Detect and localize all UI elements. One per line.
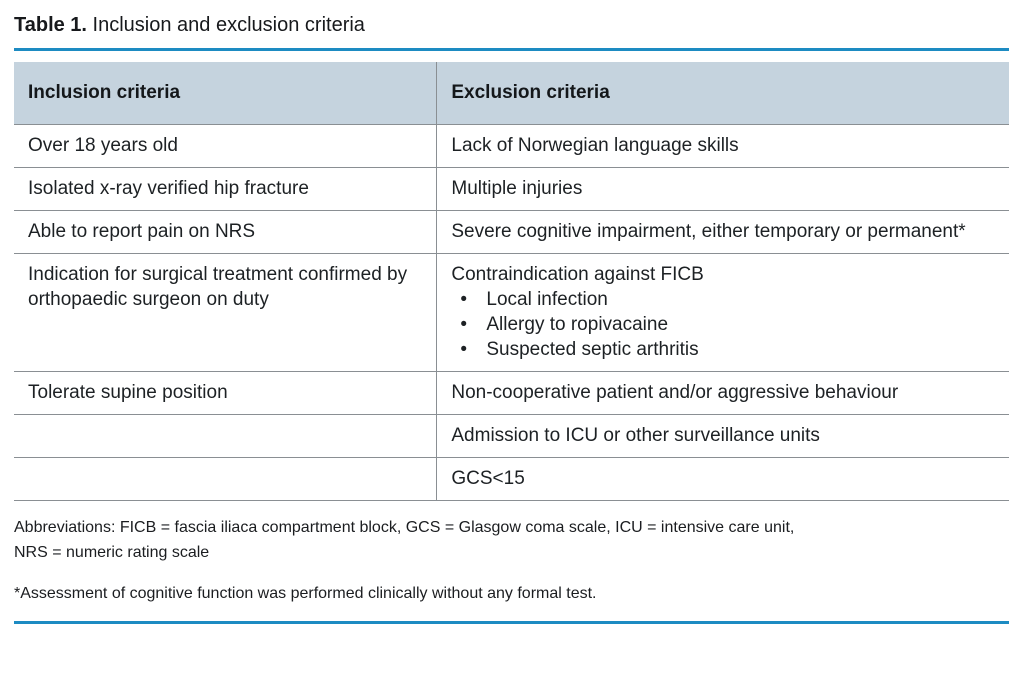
inclusion-cell-empty <box>14 457 437 501</box>
inclusion-cell: Tolerate supine position <box>14 371 437 415</box>
table-row: Able to report pain on NRS Severe cognit… <box>14 210 1009 254</box>
exclusion-cell: Lack of Norwegian language skills <box>436 124 1009 168</box>
table-row: Tolerate supine position Non-cooperative… <box>14 371 1009 415</box>
header-inclusion-criteria: Inclusion criteria <box>14 62 437 125</box>
header-exclusion-criteria: Exclusion criteria <box>436 62 1009 125</box>
exclusion-cell: Non-cooperative patient and/or aggressiv… <box>436 371 1009 415</box>
bottom-accent-rule <box>14 620 1009 624</box>
inclusion-cell: Able to report pain on NRS <box>14 210 437 254</box>
table-row: GCS<15 <box>14 457 1009 501</box>
exclusion-cell: Admission to ICU or other surveillance u… <box>436 414 1009 458</box>
table-number-label: Table 1. <box>14 14 87 36</box>
exclusion-cell: Contraindication against FICB Local infe… <box>436 253 1009 372</box>
page-title: Table 1. Inclusion and exclusion criteri… <box>14 12 1009 38</box>
exclusion-cell: Severe cognitive impairment, either temp… <box>436 210 1009 254</box>
table-row: Indication for surgical treatment confir… <box>14 253 1009 372</box>
table-row: Over 18 years old Lack of Norwegian lang… <box>14 124 1009 168</box>
bullet-item: Local infection <box>451 287 995 312</box>
inclusion-cell: Isolated x-ray verified hip fracture <box>14 167 437 211</box>
asterisk-note: *Assessment of cognitive function was pe… <box>14 584 597 602</box>
table-row: Admission to ICU or other surveillance u… <box>14 414 1009 458</box>
abbreviations-line-1: Abbreviations: FICB = fascia iliaca comp… <box>14 518 795 536</box>
criteria-table: Inclusion criteria Exclusion criteria Ov… <box>14 62 1009 501</box>
inclusion-cell: Indication for surgical treatment confir… <box>14 253 437 372</box>
bullet-item: Allergy to ropivacaine <box>451 312 995 337</box>
inclusion-cell-empty <box>14 414 437 458</box>
abbreviations-note: Abbreviations: FICB = fascia iliaca comp… <box>14 515 1009 565</box>
bullet-item: Suspected septic arthritis <box>451 337 995 362</box>
exclusion-cell: GCS<15 <box>436 457 1009 501</box>
table-row: Isolated x-ray verified hip fracture Mul… <box>14 167 1009 211</box>
top-accent-rule <box>14 48 1009 51</box>
abbreviations-line-2: NRS = numeric rating scale <box>14 543 210 561</box>
bullet-list: Local infection Allergy to ropivacaine S… <box>451 287 995 362</box>
header-row: Inclusion criteria Exclusion criteria <box>14 62 1009 125</box>
inclusion-cell: Over 18 years old <box>14 124 437 168</box>
exclusion-cell: Multiple injuries <box>436 167 1009 211</box>
table-title-text: Inclusion and exclusion criteria <box>87 14 365 36</box>
exclusion-cell-text: Contraindication against FICB <box>451 263 704 285</box>
